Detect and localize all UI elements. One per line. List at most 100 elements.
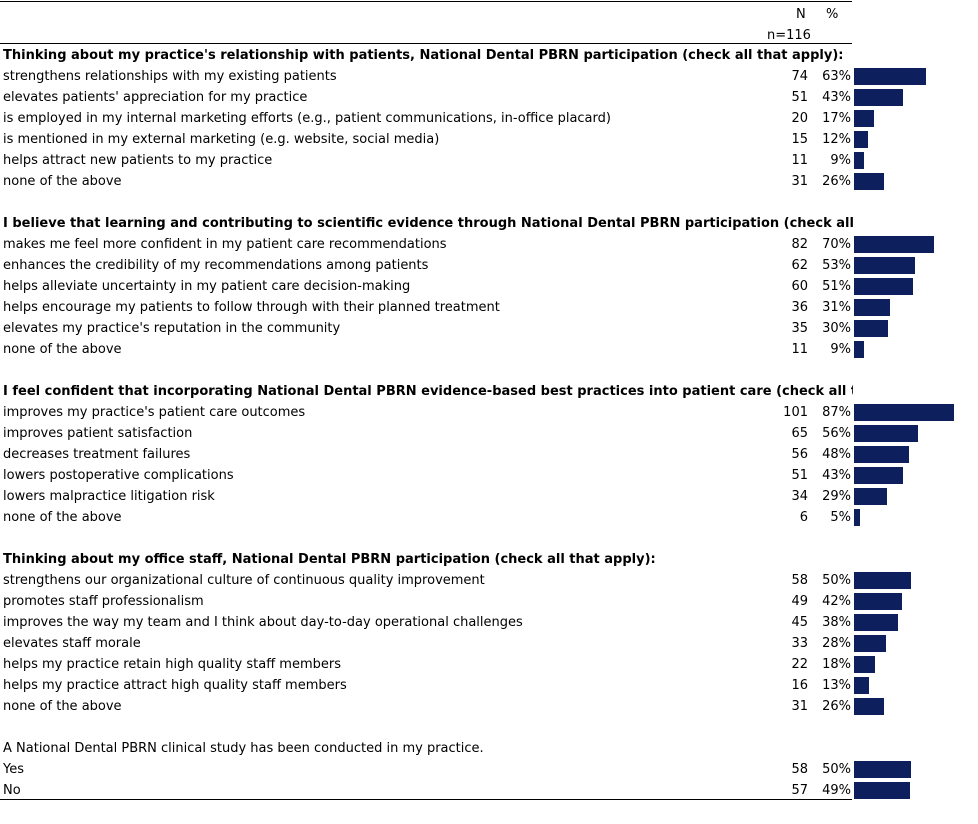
n-column-header: N (796, 7, 806, 22)
item-label: none of the above (3, 510, 122, 525)
percent-bar (854, 488, 887, 505)
top-rule (0, 1, 852, 2)
item-percent: 48% (822, 447, 851, 462)
percent-bar (854, 614, 898, 631)
table-row: none of the above 31 26% (0, 171, 978, 192)
item-percent: 50% (822, 573, 851, 588)
percent-bar (854, 698, 884, 715)
table-row: strengthens relationships with my existi… (0, 66, 978, 87)
section-question: A National Dental PBRN clinical study ha… (3, 741, 484, 756)
section-question-row: A National Dental PBRN clinical study ha… (0, 738, 978, 759)
table-row: improves the way my team and I think abo… (0, 612, 978, 633)
item-count: 20 (791, 111, 808, 126)
item-label: strengthens relationships with my existi… (3, 69, 337, 84)
item-percent: 9% (830, 153, 851, 168)
item-count: 31 (791, 174, 808, 189)
percent-bar (854, 677, 869, 694)
table-row: helps alleviate uncertainty in my patien… (0, 276, 978, 297)
percent-bar (854, 467, 903, 484)
percent-bar (854, 656, 875, 673)
percent-bar (854, 152, 864, 169)
item-count: 101 (783, 405, 808, 420)
item-count: 65 (791, 426, 808, 441)
table-row: promotes staff professionalism 49 42% (0, 591, 978, 612)
item-count: 16 (791, 678, 808, 693)
header-rule (0, 43, 852, 44)
item-percent: 51% (822, 279, 851, 294)
item-label: enhances the credibility of my recommend… (3, 258, 429, 273)
item-label: helps attract new patients to my practic… (3, 153, 273, 168)
item-count: 33 (791, 636, 808, 651)
table-row: helps attract new patients to my practic… (0, 150, 978, 171)
table-row: helps my practice attract high quality s… (0, 675, 978, 696)
percent-bar (854, 131, 868, 148)
table-row: decreases treatment failures 56 48% (0, 444, 978, 465)
percent-bar (854, 761, 911, 778)
item-count: 34 (791, 489, 808, 504)
table-row: lowers postoperative complications 51 43% (0, 465, 978, 486)
item-percent: 28% (822, 636, 851, 651)
bottom-rule (0, 799, 852, 800)
item-percent: 30% (822, 321, 851, 336)
section-question-row: Thinking about my office staff, National… (0, 549, 978, 570)
item-count: 49 (791, 594, 808, 609)
item-percent: 26% (822, 699, 851, 714)
table-row: helps my practice retain high quality st… (0, 654, 978, 675)
table-row: none of the above 6 5% (0, 507, 978, 528)
table-row: enhances the credibility of my recommend… (0, 255, 978, 276)
item-percent: 50% (822, 762, 851, 777)
item-count: 11 (791, 153, 808, 168)
item-count: 74 (791, 69, 808, 84)
item-percent: 29% (822, 489, 851, 504)
item-label: improves patient satisfaction (3, 426, 193, 441)
item-percent: 43% (822, 90, 851, 105)
table-row: improves my practice's patient care outc… (0, 402, 978, 423)
table-row: Yes 58 50% (0, 759, 978, 780)
item-count: 22 (791, 657, 808, 672)
item-count: 56 (791, 447, 808, 462)
item-count: 57 (791, 783, 808, 798)
item-percent: 53% (822, 258, 851, 273)
item-label: none of the above (3, 174, 122, 189)
table-row: none of the above 11 9% (0, 339, 978, 360)
table-row: elevates patients' appreciation for my p… (0, 87, 978, 108)
section-question-row: I believe that learning and contributing… (0, 213, 978, 234)
percent-bar (854, 68, 926, 85)
item-count: 31 (791, 699, 808, 714)
table-row: is employed in my internal marketing eff… (0, 108, 978, 129)
item-percent: 56% (822, 426, 851, 441)
item-percent: 70% (822, 237, 851, 252)
item-percent: 87% (822, 405, 851, 420)
item-count: 6 (799, 510, 808, 525)
item-label: helps encourage my patients to follow th… (3, 300, 500, 315)
table-row: elevates staff morale 33 28% (0, 633, 978, 654)
item-label: helps my practice attract high quality s… (3, 678, 347, 693)
item-label: helps alleviate uncertainty in my patien… (3, 279, 411, 294)
item-count: 36 (791, 300, 808, 315)
percent-bar (854, 509, 860, 526)
table-row: No 57 49% (0, 780, 978, 801)
table-row: elevates my practice's reputation in the… (0, 318, 978, 339)
item-label: elevates patients' appreciation for my p… (3, 90, 308, 105)
item-label: none of the above (3, 342, 122, 357)
item-percent: 63% (822, 69, 851, 84)
item-count: 51 (791, 90, 808, 105)
table-row: strengthens our organizational culture o… (0, 570, 978, 591)
item-percent: 49% (822, 783, 851, 798)
percent-bar (854, 236, 934, 253)
item-label: none of the above (3, 699, 122, 714)
section-question-row: Thinking about my practice's relationshi… (0, 45, 978, 66)
item-percent: 9% (830, 342, 851, 357)
percent-bar (854, 299, 890, 316)
percent-bar (854, 341, 864, 358)
item-label: lowers postoperative complications (3, 468, 234, 483)
table-row: lowers malpractice litigation risk 34 29% (0, 486, 978, 507)
table-row: improves patient satisfaction 65 56% (0, 423, 978, 444)
item-label: Yes (3, 762, 24, 777)
item-count: 15 (791, 132, 808, 147)
percent-bar (854, 446, 909, 463)
item-percent: 26% (822, 174, 851, 189)
percent-bar (854, 278, 913, 295)
percent-bar (854, 257, 915, 274)
